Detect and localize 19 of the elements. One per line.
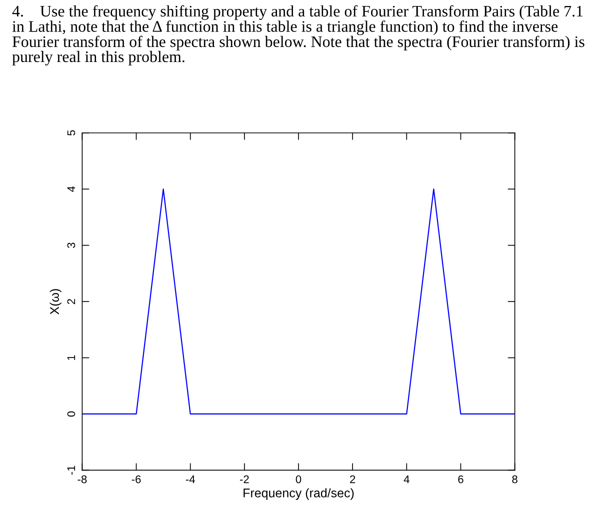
y-tick-label: 3 (67, 242, 76, 248)
y-tick-label: 5 (67, 130, 76, 136)
y-tick-label: 0 (67, 411, 76, 417)
x-tick-label: 8 (512, 475, 518, 484)
y-tick-label: -1 (67, 466, 76, 475)
x-axis-title: Frequency (rad/sec) (244, 488, 354, 500)
x-tick-label: -8 (78, 475, 87, 484)
chart-title: 4. Use the frequency shifting property and a table of Fourier Transform Pairs (Table 7.1 in Lathi, note that the Δ function in this table is a triangle function) to find the inverse Fourier transform of the spectra shown below. Note that the spectra (Fourier transform) is purely real in this problem. (12, 5, 584, 66)
x-tick-label: 6 (458, 475, 464, 484)
x-tick-label: 0 (296, 475, 302, 484)
x-tick-label: -6 (132, 475, 141, 484)
x-tick-label: -4 (186, 475, 195, 484)
y-tick-label: 2 (67, 299, 76, 304)
x-tick-label: -2 (240, 475, 249, 484)
x-tick-label: 2 (350, 475, 356, 484)
y-tick-label: 1 (67, 355, 76, 360)
x-tick-label: 4 (404, 475, 410, 484)
y-tick-label: 4 (67, 186, 76, 192)
y-axis-title: X(ω) (50, 289, 62, 314)
